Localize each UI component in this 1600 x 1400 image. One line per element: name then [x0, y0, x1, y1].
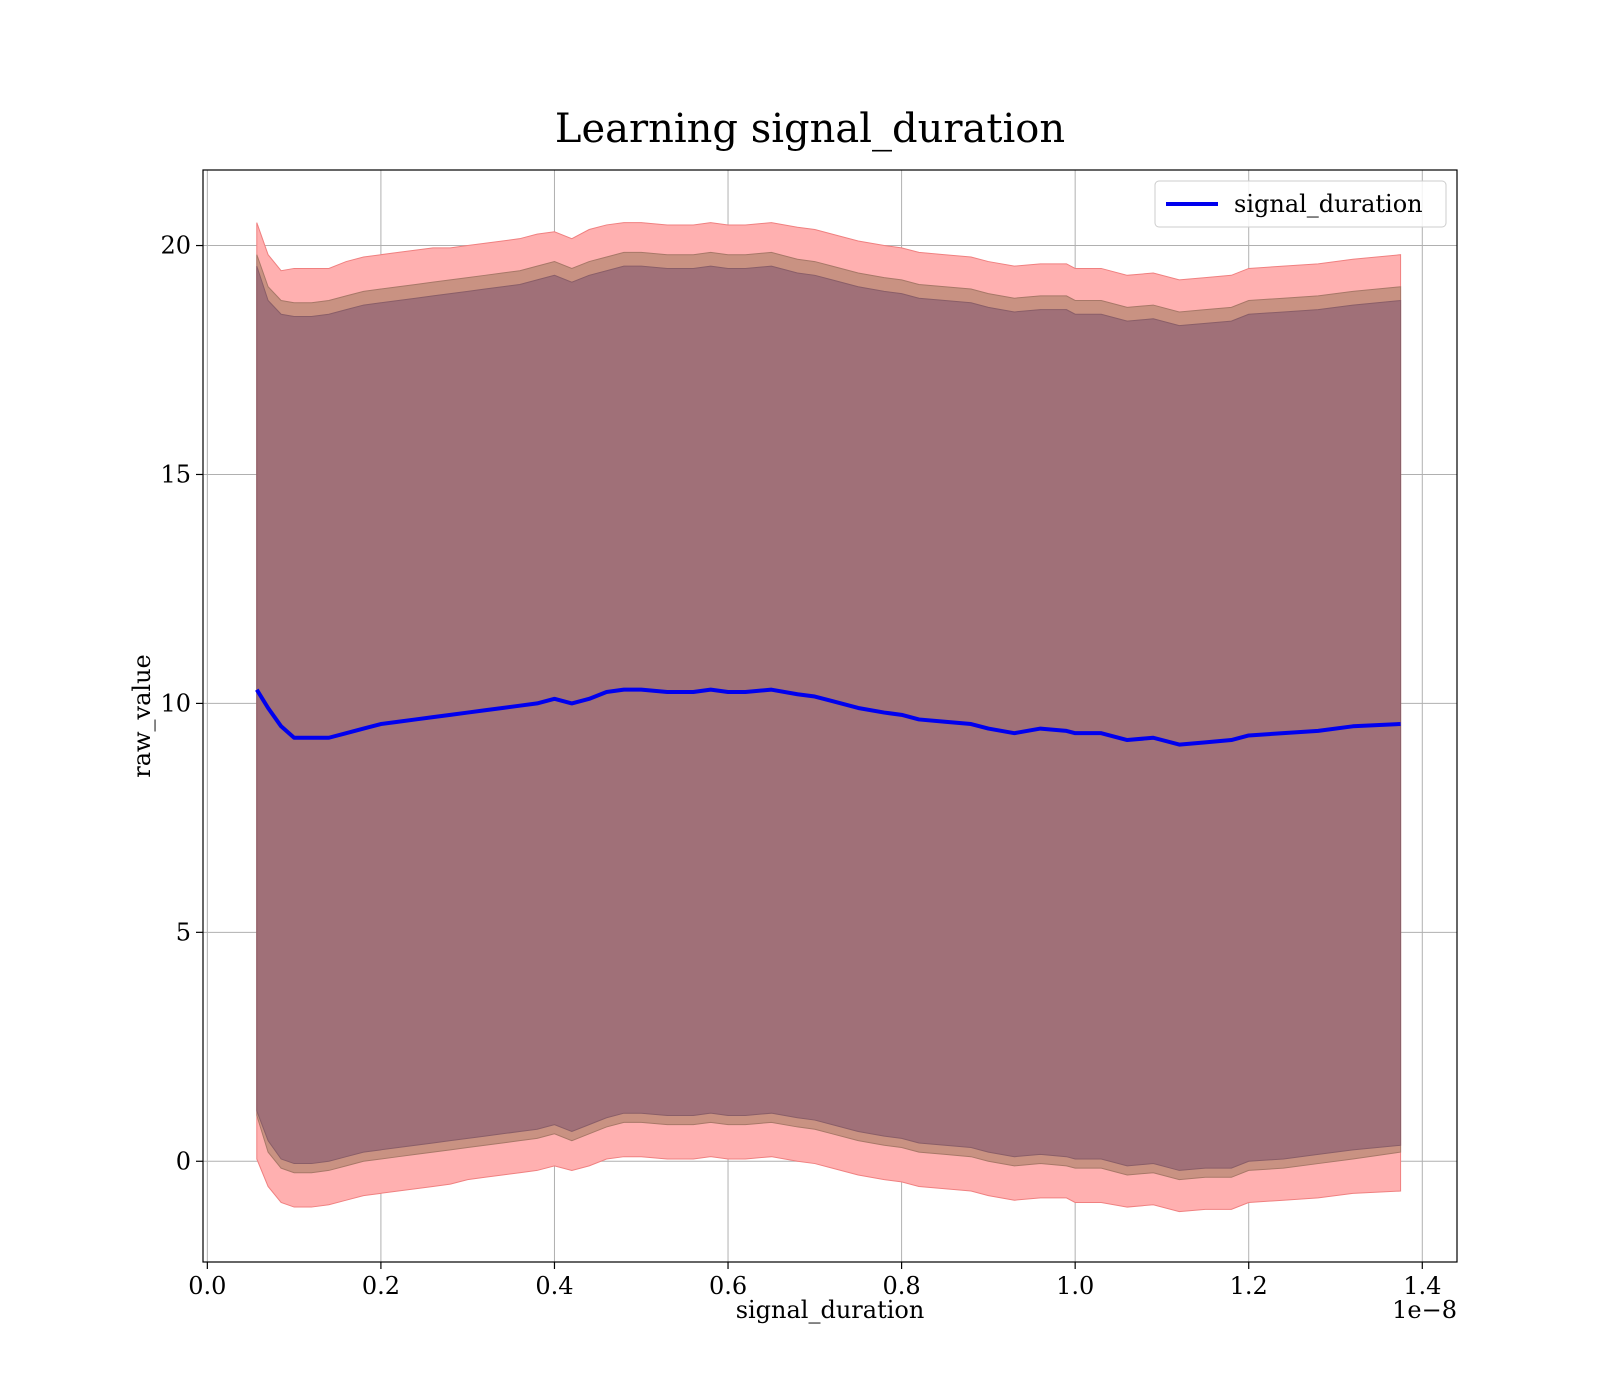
x-tick-label-1: 0.2 [362, 1272, 400, 1300]
y-tick-label-4: 20 [160, 232, 191, 260]
y-tick-label-3: 15 [160, 460, 191, 488]
x-tick-label-4: 0.8 [883, 1272, 921, 1300]
chart-title: Learning signal_duration [555, 106, 1065, 152]
y-tick-label-1: 5 [176, 918, 191, 946]
band-inner [256, 265, 1402, 1171]
x-axis: 0.0 0.2 0.4 0.6 0.8 1.0 1.2 1.4 [188, 1262, 1441, 1300]
x-tick-label-7: 1.4 [1403, 1272, 1441, 1300]
x-tick-label-6: 1.2 [1230, 1272, 1268, 1300]
legend-box [1154, 180, 1447, 228]
x-axis-label: signal_duration [736, 1296, 925, 1324]
series-line-0 [255, 687, 1401, 747]
legend: signal_duration [1154, 180, 1447, 228]
x-axis-offset-text: 1e−8 [1392, 1296, 1457, 1324]
plot-frame [202, 169, 1458, 1263]
x-tick-label-3: 0.6 [709, 1272, 747, 1300]
y-tick-label-0: 0 [176, 1147, 191, 1175]
x-tick-label-0: 0.0 [188, 1272, 226, 1300]
y-tick-label-2: 10 [160, 689, 191, 717]
plot-area [202, 169, 1458, 1263]
y-axis: 0 5 10 15 20 [160, 232, 203, 1175]
confidence-bands [256, 222, 1402, 1213]
legend-label-signal-duration: signal_duration [1234, 190, 1423, 218]
y-axis-label: raw_value [128, 654, 156, 778]
x-tick-label-2: 0.4 [535, 1272, 573, 1300]
x-tick-label-5: 1.0 [1056, 1272, 1094, 1300]
series-lines [255, 687, 1401, 747]
